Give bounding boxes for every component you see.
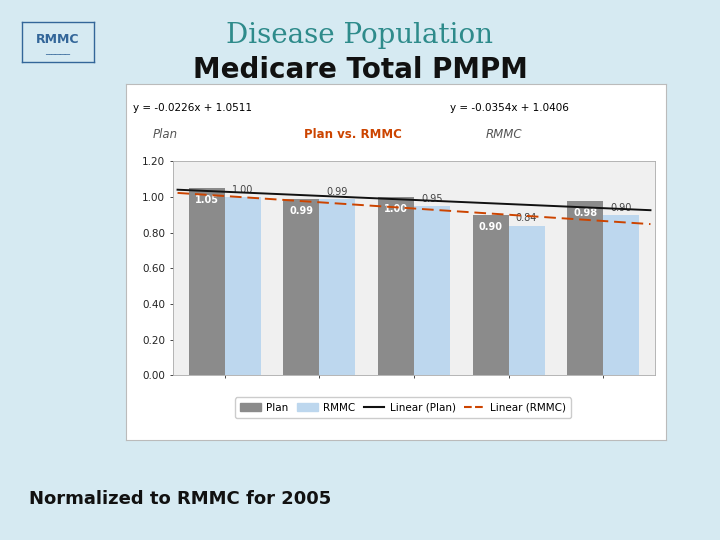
Text: RMMC: RMMC — [36, 33, 79, 46]
Bar — [508, 226, 544, 375]
Text: 0.90: 0.90 — [611, 203, 632, 213]
Bar — [189, 188, 225, 375]
Text: 0.99: 0.99 — [327, 187, 348, 197]
Text: 0.84: 0.84 — [516, 213, 537, 224]
Bar — [320, 199, 356, 375]
Text: 1.00: 1.00 — [232, 185, 253, 195]
Bar — [284, 199, 320, 375]
Text: Normalized to RMMC for 2005: Normalized to RMMC for 2005 — [29, 490, 331, 509]
Text: RMMC: RMMC — [486, 129, 522, 141]
Text: 1.05: 1.05 — [195, 195, 219, 205]
Bar — [603, 215, 639, 375]
Bar — [567, 201, 603, 375]
Bar — [414, 206, 450, 375]
Text: 0.98: 0.98 — [573, 208, 598, 218]
Text: Plan vs. RMMC: Plan vs. RMMC — [304, 129, 402, 141]
Legend: Plan, RMMC, Linear (Plan), Linear (RMMC): Plan, RMMC, Linear (Plan), Linear (RMMC) — [235, 397, 571, 418]
Text: 1.00: 1.00 — [384, 204, 408, 214]
Text: Plan: Plan — [153, 129, 178, 141]
Bar — [225, 197, 261, 375]
Text: Disease Population: Disease Population — [227, 22, 493, 49]
Text: ─────: ───── — [45, 50, 70, 58]
Bar — [472, 215, 508, 375]
Text: 0.99: 0.99 — [289, 206, 313, 216]
Text: y = -0.0354x + 1.0406: y = -0.0354x + 1.0406 — [450, 103, 569, 113]
Text: y = -0.0226x + 1.0511: y = -0.0226x + 1.0511 — [133, 103, 252, 113]
Text: 0.95: 0.95 — [421, 194, 443, 204]
Bar — [378, 197, 414, 375]
Text: Medicare Total PMPM: Medicare Total PMPM — [192, 56, 528, 84]
Text: 0.90: 0.90 — [479, 222, 503, 232]
